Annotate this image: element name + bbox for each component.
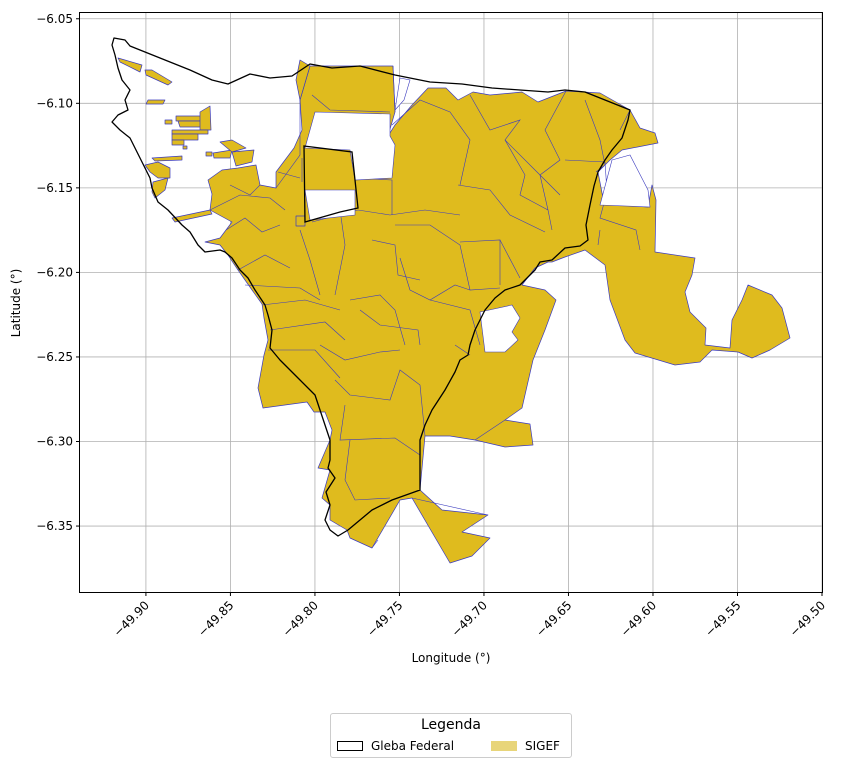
parcel-gap	[395, 78, 410, 110]
y-tick-label: −6.20	[36, 265, 73, 279]
legend-label-gleba: Gleba Federal	[371, 739, 454, 753]
x-axis-title: Longitude (°)	[412, 651, 491, 665]
y-tick-label: −6.30	[36, 435, 73, 449]
legend-swatch-sigef	[491, 741, 517, 751]
x-tick-label: −49.80	[280, 598, 321, 639]
sigef-parcel	[220, 140, 246, 152]
sigef-parcel	[165, 120, 172, 124]
sigef-parcel	[200, 106, 211, 130]
legend-entry-sigef: SIGEF	[491, 739, 560, 753]
y-axis: −6.05 −6.10 −6.15 −6.20 −6.25 −6.30 −6.35	[36, 12, 80, 533]
sigef-parcel	[206, 152, 212, 156]
sigef-parcel	[145, 70, 172, 85]
x-tick-label: −49.75	[364, 598, 405, 639]
x-tick-label: −49.50	[787, 598, 828, 639]
x-tick-label: −49.65	[533, 598, 574, 639]
y-axis-title: Latitude (°)	[9, 269, 23, 338]
sigef-parcel	[146, 100, 165, 104]
y-tick-label: −6.10	[36, 96, 73, 110]
x-tick-label: −49.55	[702, 598, 743, 639]
x-tick-label: −49.60	[618, 598, 659, 639]
sigef-parcel	[152, 156, 182, 161]
sigef-parcel	[232, 150, 254, 166]
sigef-parcel	[183, 146, 187, 149]
y-tick-label: −6.35	[36, 519, 73, 533]
sigef-parcel	[172, 140, 184, 145]
sigef-parcels	[118, 58, 790, 563]
sigef-parcel	[213, 150, 232, 158]
legend-swatch-gleba	[337, 741, 363, 751]
x-tick-label: −49.90	[111, 598, 152, 639]
x-tick-label: −49.85	[195, 598, 236, 639]
sigef-parcel	[172, 134, 198, 140]
sigef-parcel	[172, 130, 208, 134]
legend: Legenda Gleba Federal SIGEF	[330, 713, 572, 758]
legend-entry-gleba: Gleba Federal	[337, 739, 454, 753]
sigef-parcel	[296, 216, 305, 226]
legend-title: Legenda	[331, 717, 571, 733]
y-tick-label: −6.05	[36, 12, 73, 26]
sigef-parcel	[118, 58, 142, 72]
legend-label-sigef: SIGEF	[525, 739, 560, 753]
y-tick-label: −6.15	[36, 181, 73, 195]
y-tick-label: −6.25	[36, 350, 73, 364]
x-tick-label: −49.70	[449, 598, 490, 639]
x-axis: −49.90 −49.85 −49.80 −49.75 −49.70 −49.65 −49.…	[111, 592, 828, 640]
